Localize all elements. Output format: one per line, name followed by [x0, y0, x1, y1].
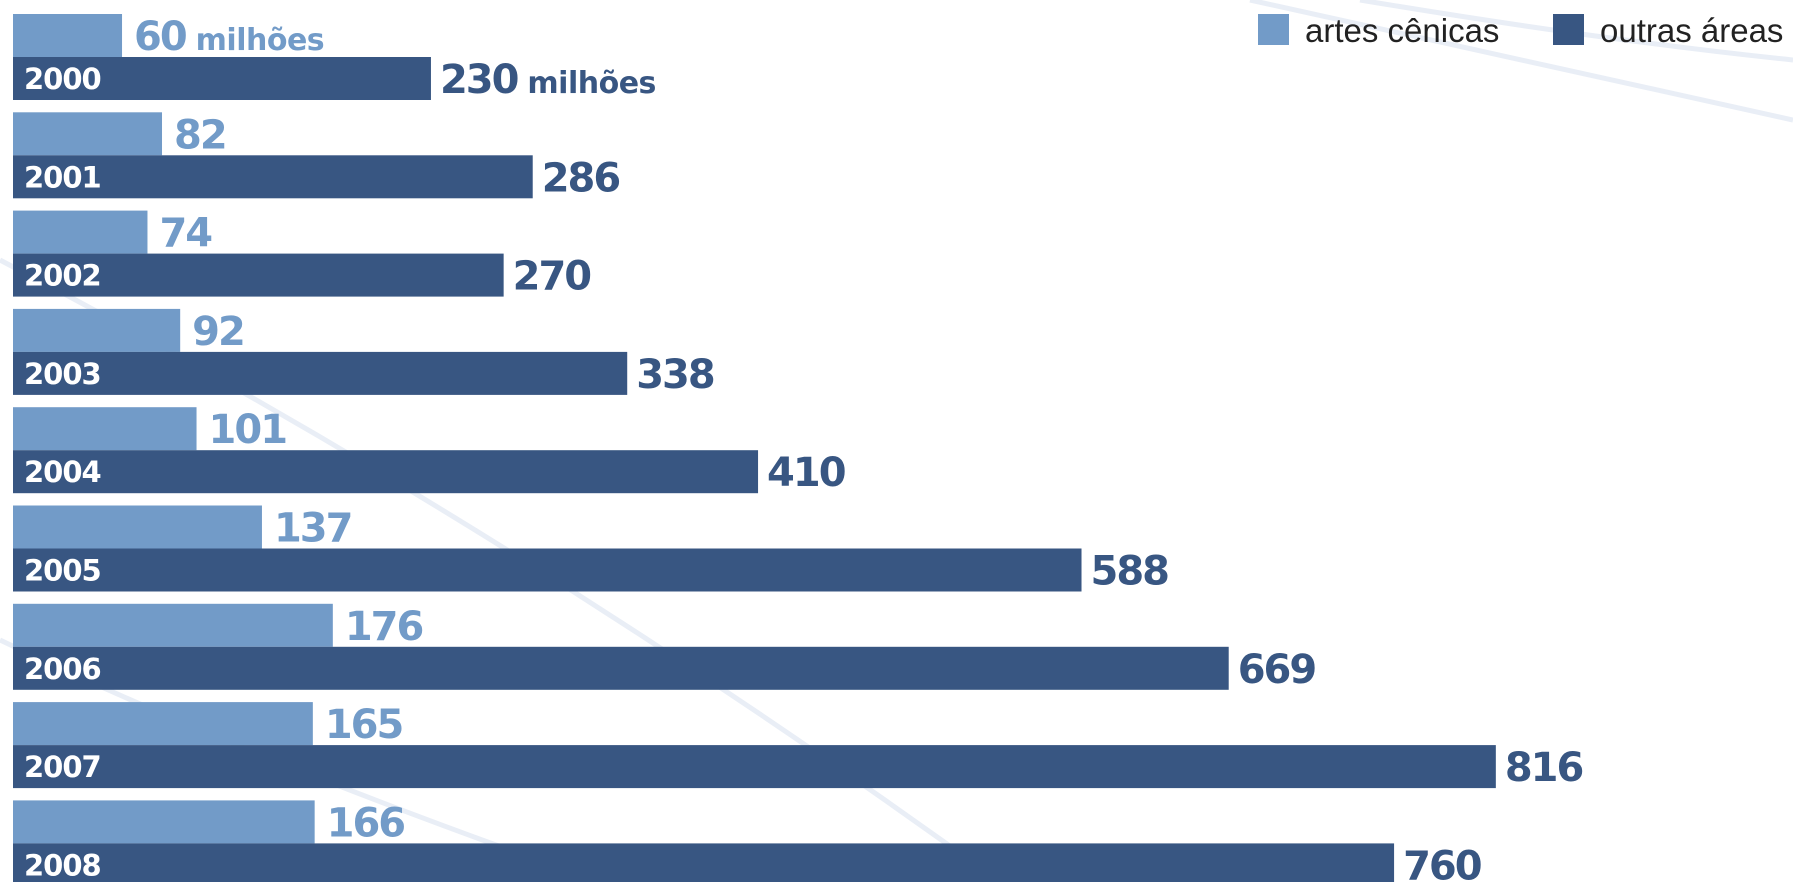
bar-outras-areas-2007 — [13, 745, 1496, 789]
category-label-2004: 2004 — [24, 455, 101, 489]
legend-label-outras-areas: outras áreas — [1600, 12, 1783, 49]
data-label-outras-areas-2005: 588 — [1091, 549, 1169, 595]
bar-artes-cenicas-2008 — [13, 800, 315, 844]
category-label-2005: 2005 — [24, 554, 101, 588]
data-label-outras-areas-2004: 410 — [767, 450, 845, 496]
legend-label-artes-cenicas: artes cênicas — [1305, 12, 1499, 49]
category-label-2007: 2007 — [24, 750, 101, 784]
bar-artes-cenicas-2001 — [13, 112, 163, 156]
data-label-artes-cenicas-2001: 82 — [174, 112, 226, 158]
data-label-artes-cenicas-2008: 166 — [327, 800, 405, 846]
bar-artes-cenicas-2000 — [13, 14, 123, 57]
data-label-outras-areas-2006: 669 — [1238, 647, 1316, 693]
data-label-outras-areas-2002: 270 — [513, 254, 591, 300]
data-label-artes-cenicas-2003: 92 — [192, 309, 244, 355]
data-label-artes-cenicas-2006: 176 — [345, 604, 423, 650]
data-label-artes-cenicas-2005: 137 — [274, 506, 352, 552]
category-label-2006: 2006 — [24, 652, 101, 686]
bar-artes-cenicas-2005 — [13, 505, 262, 549]
data-label-outras-areas-2001: 286 — [542, 155, 620, 201]
bar-outras-areas-2003 — [13, 351, 628, 395]
data-label-artes-cenicas-2000: 60 milhões — [134, 14, 324, 60]
bar-group-2006: 176 669 2006 — [13, 603, 1317, 693]
bar-artes-cenicas-2003 — [13, 308, 181, 352]
category-label-2000: 2000 — [24, 62, 101, 96]
data-label-artes-cenicas-2007: 165 — [325, 702, 403, 748]
legend-item-outras-areas: outras áreas — [1553, 12, 1783, 49]
category-label-2001: 2001 — [24, 160, 101, 194]
bar-outras-areas-2001 — [13, 155, 533, 199]
data-label-artes-cenicas-2002: 74 — [159, 211, 211, 257]
bar-group-2004: 101 410 2004 — [13, 407, 847, 496]
category-label-2002: 2002 — [24, 259, 101, 293]
data-label-unit: milhões — [186, 23, 324, 58]
bar-outras-areas-2000 — [13, 57, 431, 100]
bar-outras-areas-2002 — [13, 253, 504, 297]
legend: artes cênicas outras áreas — [1258, 12, 1783, 49]
bar-group-2005: 137 588 2005 — [13, 505, 1170, 595]
bar-artes-cenicas-2006 — [13, 603, 333, 647]
data-label-outras-areas-2007: 816 — [1505, 745, 1583, 791]
bar-outras-areas-2008 — [13, 843, 1395, 882]
data-label-outras-areas-2000: 230 milhões — [440, 57, 656, 103]
legend-swatch-artes-cenicas — [1258, 14, 1289, 45]
bar-group-2007: 165 816 2007 — [13, 702, 1584, 791]
bar-group-2002: 74 270 2002 — [13, 210, 592, 300]
bar-group-2003: 92 338 2003 — [13, 308, 716, 398]
bar-artes-cenicas-2007 — [13, 702, 313, 746]
data-label-artes-cenicas-2004: 101 — [209, 407, 287, 453]
data-label-outras-areas-2008: 760 — [1403, 843, 1481, 882]
bar-outras-areas-2004 — [13, 450, 759, 494]
bar-group-2008: 166 760 2008 — [13, 800, 1483, 882]
legend-item-artes-cenicas: artes cênicas — [1258, 12, 1499, 49]
bar-artes-cenicas-2002 — [13, 210, 148, 254]
bar-outras-areas-2006 — [13, 646, 1229, 690]
bars: 60 milhões 230 milhões 2000 82 286 2001 74 270 2… — [13, 14, 1584, 882]
bar-artes-cenicas-2004 — [13, 407, 197, 451]
legend-swatch-outras-areas — [1553, 14, 1584, 45]
data-label-unit: milhões — [517, 66, 655, 101]
bar-outras-areas-2005 — [13, 548, 1082, 592]
bar-group-2001: 82 286 2001 — [13, 112, 621, 201]
category-label-2008: 2008 — [24, 848, 101, 882]
category-label-2003: 2003 — [24, 357, 101, 391]
data-label-outras-areas-2003: 338 — [636, 352, 714, 398]
bar-group-2000: 60 milhões 230 milhões 2000 — [13, 14, 656, 103]
